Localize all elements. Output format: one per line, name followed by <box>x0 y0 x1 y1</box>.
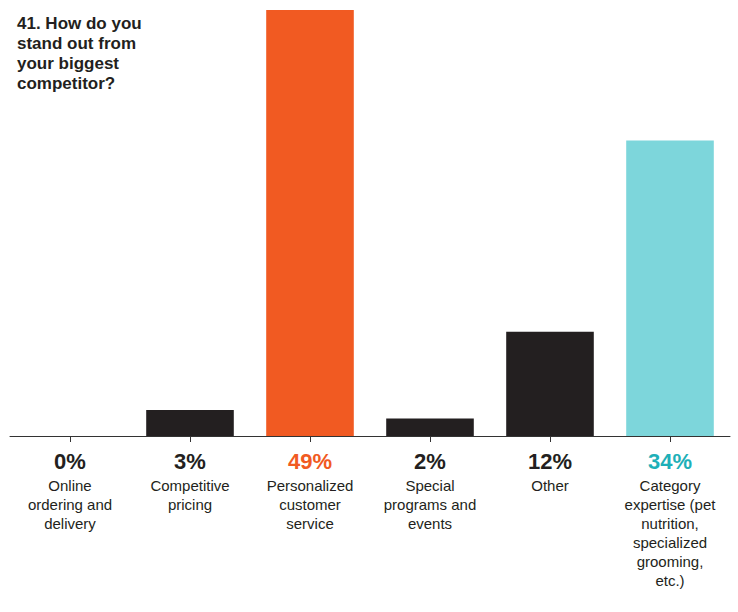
svg-text:ordering and: ordering and <box>28 496 112 513</box>
svg-text:customer: customer <box>279 496 341 513</box>
svg-text:Category: Category <box>640 477 701 494</box>
svg-text:Online: Online <box>48 477 91 494</box>
svg-text:49%: 49% <box>288 449 332 474</box>
svg-text:pricing: pricing <box>168 496 212 513</box>
svg-text:Competitive: Competitive <box>150 477 229 494</box>
svg-text:stand out from: stand out from <box>17 34 136 53</box>
svg-text:expertise (pet: expertise (pet <box>625 496 717 513</box>
svg-text:competitor?: competitor? <box>17 74 115 93</box>
svg-text:Special: Special <box>405 477 454 494</box>
svg-text:2%: 2% <box>414 449 446 474</box>
svg-text:Other: Other <box>531 477 569 494</box>
svg-text:grooming,: grooming, <box>637 553 704 570</box>
svg-text:programs and: programs and <box>384 496 477 513</box>
svg-text:12%: 12% <box>528 449 572 474</box>
svg-text:nutrition,: nutrition, <box>641 515 699 532</box>
svg-text:Personalized: Personalized <box>267 477 354 494</box>
svg-text:41. How do you: 41. How do you <box>17 14 142 33</box>
svg-text:specialized: specialized <box>633 534 707 551</box>
svg-text:3%: 3% <box>174 449 206 474</box>
svg-text:0%: 0% <box>54 449 86 474</box>
svg-text:etc.): etc.) <box>655 572 684 589</box>
svg-text:delivery: delivery <box>44 515 96 532</box>
svg-text:events: events <box>408 515 452 532</box>
svg-text:service: service <box>286 515 334 532</box>
svg-text:34%: 34% <box>648 449 692 474</box>
svg-text:your biggest: your biggest <box>17 54 119 73</box>
